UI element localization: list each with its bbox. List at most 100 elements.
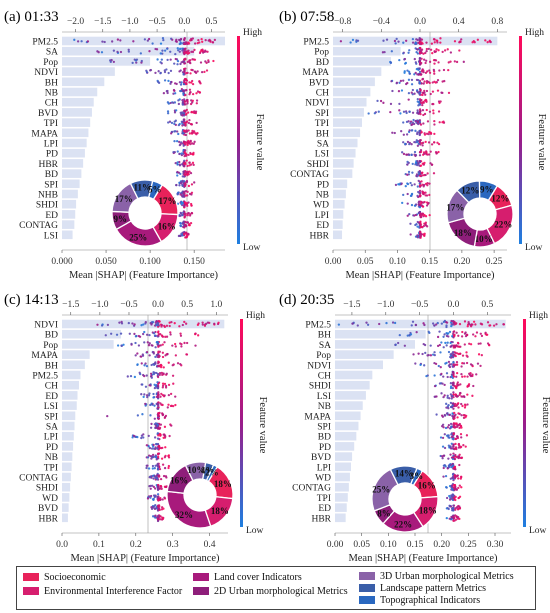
beeswarm-row [389,57,465,66]
shap-dot [418,191,421,194]
shap-dot [382,101,385,104]
shap-dot [433,351,436,354]
shap-dot [179,363,182,366]
shap-dot [166,112,170,115]
shap-dot [422,233,425,236]
shap-dot [414,41,418,45]
shap-dot [170,37,173,40]
shap-dot [416,52,420,55]
shap-dot [454,404,457,408]
bottom-tick-label: 0.00 [327,540,344,550]
shap-dot [419,50,423,53]
shap-dot [440,425,444,428]
panel-title: (d) 20:35 [279,292,334,308]
shap-dot [179,193,182,196]
shap-dot [416,194,419,197]
shap-dot [477,342,480,345]
shap-dot [445,344,448,347]
shap-dot [417,41,420,44]
shap-dot [170,80,173,84]
shap-dot [161,413,164,416]
shap-dot [146,464,149,467]
shap-dot [403,344,407,347]
feature-label: MAPA [304,412,331,422]
shap-dot [167,361,170,364]
shap-dot [458,322,462,326]
shap-dot [421,212,424,215]
beeswarm-row [376,97,442,107]
shap-dot [154,422,158,425]
shap-dot [151,515,155,518]
shap-dot [411,121,414,124]
shap-dot [410,324,413,327]
shap-dot [142,332,145,336]
shap-dot [185,159,188,162]
shap-dot [181,195,184,198]
shap-dot [182,89,185,92]
shap-dot [184,77,187,81]
shap-dot [457,486,460,489]
shap-dot [395,81,399,84]
shap-dot [463,406,467,409]
shap-dot [443,414,447,417]
shap-dot [406,163,409,166]
shap-dot [103,40,106,44]
shap-dot [187,153,190,157]
shap-dot [429,354,433,357]
shap-dot [201,321,204,324]
legend-label: Environmental Interference Factor [44,586,183,597]
shap-dot [188,161,191,164]
feature-label: BD [316,58,329,68]
shap-dot [193,58,197,61]
shap-dot [150,374,153,378]
beeswarm-row [409,230,426,239]
shap-dot [175,183,178,187]
shap-dot [172,101,175,104]
shap-dot [190,211,193,215]
beeswarm-row [126,371,175,379]
shap-dot [489,324,492,327]
beeswarm-row [106,411,168,420]
shap-dot [446,396,449,399]
shap-dot [163,425,167,428]
shap-dot [170,121,174,125]
shap-dot [150,321,154,324]
donut-slice-label: 17% [115,194,133,204]
shap-dot [100,324,104,327]
feature-label: WD [315,474,331,484]
importance-bar [62,431,74,441]
colorbar-low-label: Low [525,243,543,253]
importance-bar [62,350,90,359]
shap-dot [454,453,457,457]
bottom-tick-label: 0.000 [51,257,73,267]
shap-dot [115,333,119,336]
shap-dot [463,375,466,378]
shap-dot [402,141,405,144]
feature-label: CONTAG [19,474,58,484]
shap-dot [169,333,172,336]
beeswarm-row [136,360,183,369]
shap-dot [419,164,423,167]
importance-bar [62,370,81,380]
donut-slice [478,180,499,202]
shap-dot [452,452,455,455]
importance-bar [62,329,122,339]
shap-dot [176,130,179,133]
shap-dot [452,478,455,481]
feature-label: BD [45,331,58,341]
legend-swatch [193,573,209,581]
shap-dot [116,344,120,347]
shap-dot [183,232,186,236]
top-tick-label: −1.0 [121,17,138,27]
shap-dot [451,464,455,468]
donut-slice-label: 11% [133,183,151,193]
shap-dot [462,413,465,417]
donut-slice [409,467,424,487]
shap-dot [192,163,195,167]
shap-dot [185,82,188,86]
shap-dot [183,141,186,144]
shap-dot [411,111,415,114]
feature-label: CONTAG [290,170,329,180]
shap-dot [447,403,450,407]
shap-dot [429,132,433,135]
